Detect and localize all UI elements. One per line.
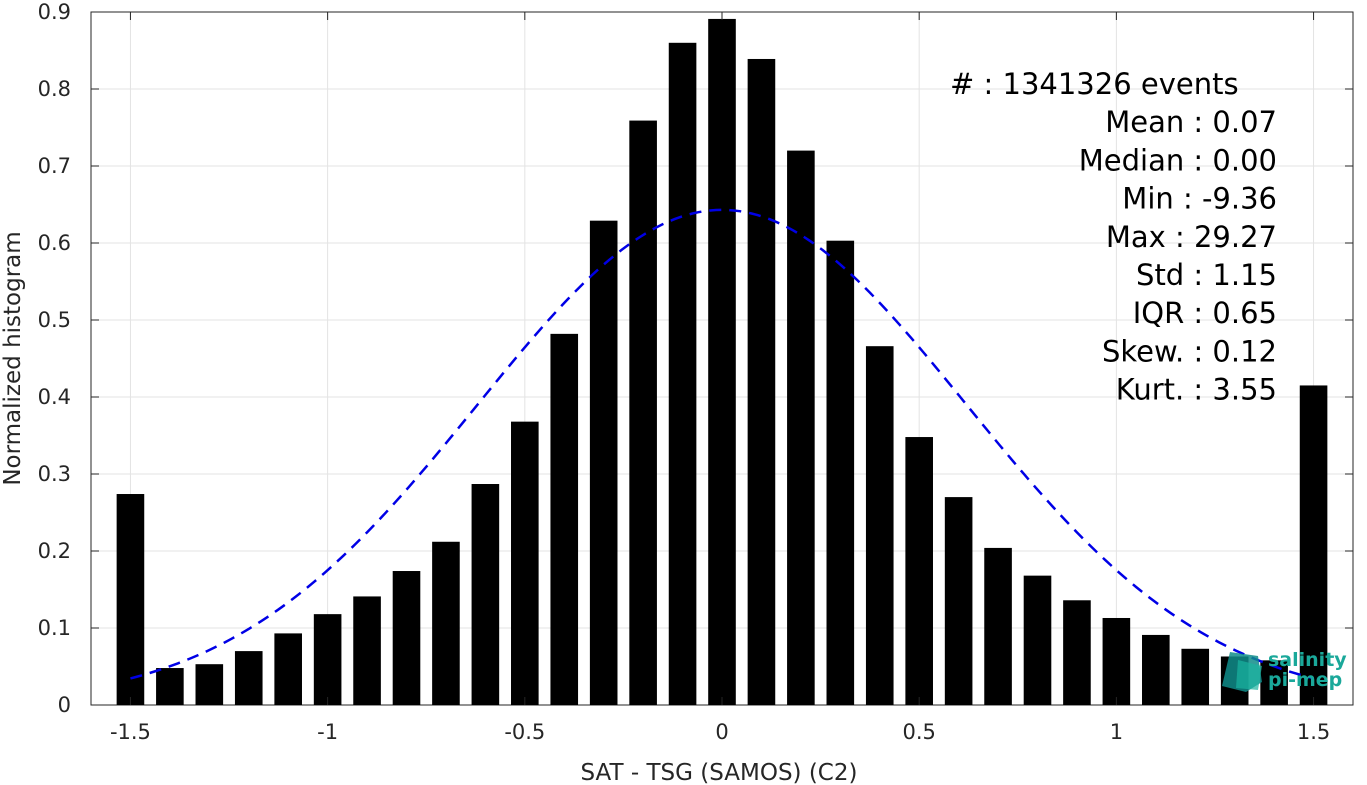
histogram-bar <box>589 220 618 706</box>
y-tick-label: 0 <box>58 693 71 717</box>
histogram-bar <box>747 58 776 706</box>
axis-ticks: -1.5 -1 -0.5 0 0.5 1 1.5 0 0.1 0.2 0.3 0.4 0.5 0.6 0.7… <box>38 0 1353 744</box>
salinity-pimep-logo: salinity pi-mep <box>1222 649 1347 692</box>
histogram-bar <box>353 596 381 705</box>
histogram-bar <box>1063 600 1091 705</box>
x-tick-label: -1.5 <box>110 720 151 744</box>
stats-box: # : 1341326 events Mean : 0.07 Median : 0.… <box>950 67 1277 407</box>
histogram-bar <box>984 547 1012 705</box>
histogram-bar <box>550 333 579 705</box>
histogram-bar <box>629 120 657 705</box>
x-tick-label: 0.5 <box>902 720 935 744</box>
logo-line2: pi-mep <box>1268 669 1342 691</box>
bars <box>116 18 1328 706</box>
histogram-bar <box>1260 660 1288 705</box>
gaussian-fit-curve <box>130 208 1314 680</box>
stat-line: Kurt. : 3.55 <box>1116 373 1277 407</box>
histogram-bar <box>1299 385 1328 705</box>
y-tick-label: 0.1 <box>38 616 71 640</box>
x-tick-label: 1 <box>1110 720 1123 744</box>
x-tick-label: 1.5 <box>1297 720 1330 744</box>
histogram-bar <box>511 421 539 705</box>
stat-line: # : 1341326 events <box>950 67 1239 101</box>
stat-line: Median : 0.00 <box>1079 143 1277 177</box>
histogram-bar <box>944 497 973 705</box>
histogram-bar <box>905 437 933 705</box>
histogram-bar <box>708 18 736 706</box>
y-tick-label: 0.9 <box>38 0 71 24</box>
histogram-bar <box>195 664 224 705</box>
logo-line1: salinity <box>1268 649 1347 671</box>
histogram-bar <box>156 668 184 705</box>
histogram-bar <box>1181 648 1210 705</box>
histogram-bar <box>471 484 500 705</box>
y-tick-label: 0.2 <box>38 539 71 563</box>
y-tick-label: 0.8 <box>38 77 71 101</box>
stat-line: IQR : 0.65 <box>1133 296 1277 330</box>
histogram-bar <box>826 240 855 705</box>
stat-line: Std : 1.15 <box>1136 258 1277 292</box>
x-tick-label: 0 <box>715 720 728 744</box>
logo-shape-inner <box>1236 660 1262 690</box>
x-tick-label: -1 <box>317 720 338 744</box>
histogram-bar <box>234 651 263 705</box>
histogram-bar <box>116 494 145 705</box>
y-axis-label: Normalized histogram <box>0 231 26 485</box>
histogram-bar <box>787 150 815 706</box>
histogram-bar <box>1023 575 1052 705</box>
histogram-bar <box>668 42 697 706</box>
y-tick-label: 0.4 <box>38 385 71 409</box>
histogram-bar <box>865 346 894 705</box>
stat-line: Skew. : 0.12 <box>1102 334 1277 368</box>
y-tick-label: 0.6 <box>38 231 71 255</box>
y-tick-label: 0.7 <box>38 154 71 178</box>
histogram-bar <box>274 633 302 705</box>
stat-line: Max : 29.27 <box>1106 220 1277 254</box>
histogram-bar <box>432 541 460 705</box>
stat-line: Min : -9.36 <box>1122 182 1277 216</box>
y-tick-label: 0.3 <box>38 462 71 486</box>
histogram-bar <box>1102 617 1131 705</box>
y-tick-label: 0.5 <box>38 308 71 332</box>
histogram-bar <box>1142 634 1170 705</box>
histogram-bar <box>392 571 421 705</box>
histogram-bar <box>313 614 342 705</box>
x-tick-label: -0.5 <box>504 720 545 744</box>
stat-line: Mean : 0.07 <box>1105 105 1277 139</box>
x-axis-label: SAT - TSG (SAMOS) (C2) <box>581 760 858 785</box>
